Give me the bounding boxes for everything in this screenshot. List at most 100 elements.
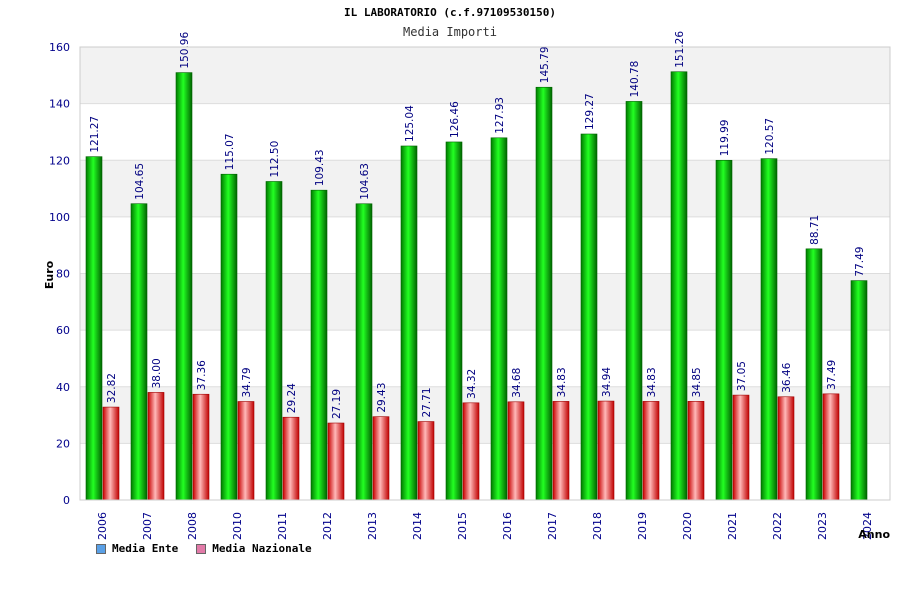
- y-axis-title: Euro: [43, 260, 56, 289]
- bar-media-nazionale: [192, 393, 210, 501]
- bar-media-nazionale: [552, 401, 570, 501]
- y-tick-label: 60: [56, 324, 70, 337]
- y-tick-label: 100: [49, 211, 70, 224]
- y-tick-label: 40: [56, 381, 70, 394]
- bar-media-ente: [715, 159, 733, 501]
- bar-media-ente: [175, 72, 193, 501]
- data-label-media-ente: 129.27: [584, 93, 596, 130]
- x-axis-title: Anno: [858, 528, 890, 541]
- data-label-media-nazionale: 29.43: [376, 383, 388, 413]
- bar-media-nazionale: [777, 396, 795, 501]
- x-tick-label: 2013: [366, 512, 379, 540]
- chart-subtitle: Media Importi: [403, 25, 497, 39]
- data-label-media-nazionale: 34.85: [691, 367, 703, 397]
- data-label-media-nazionale: 27.19: [331, 389, 343, 419]
- legend: Media Ente Media Nazionale: [96, 542, 312, 555]
- data-label-media-nazionale: 34.83: [646, 367, 658, 397]
- x-tick-label: 2007: [141, 512, 154, 540]
- x-tick-label: 2015: [456, 512, 469, 540]
- data-label-media-ente: 151.26: [674, 31, 686, 68]
- data-label-media-nazionale: 27.71: [421, 387, 433, 417]
- data-label-media-ente: 121.27: [89, 116, 101, 153]
- legend-label-media-nazionale: Media Nazionale: [212, 542, 312, 555]
- bar-media-nazionale: [507, 401, 525, 501]
- data-label-media-ente: 140.78: [629, 61, 641, 98]
- x-tick-label: 2011: [276, 512, 289, 540]
- data-label-media-nazionale: 37.05: [736, 361, 748, 391]
- bar-media-nazionale: [417, 421, 435, 501]
- bar-media-nazionale: [687, 401, 705, 501]
- data-label-media-ente: 145.79: [539, 46, 551, 83]
- bar-media-ente: [445, 141, 463, 501]
- y-tick-label: 140: [49, 98, 70, 111]
- grid-band: [80, 47, 890, 104]
- data-label-media-ente: 88.71: [809, 215, 821, 245]
- legend-item-media-ente: Media Ente: [96, 542, 178, 555]
- data-label-media-nazionale: 34.32: [466, 369, 478, 399]
- x-tick-label: 2016: [501, 512, 514, 540]
- x-tick-label: 2010: [231, 512, 244, 540]
- x-tick-label: 2023: [816, 512, 829, 540]
- x-tick-label: 2017: [546, 512, 559, 540]
- data-label-media-nazionale: 34.94: [601, 367, 613, 397]
- data-label-media-nazionale: 32.82: [106, 373, 118, 403]
- data-label-media-nazionale: 37.49: [826, 360, 838, 390]
- bar-media-nazionale: [102, 406, 120, 501]
- x-tick-label: 2024: [861, 512, 874, 540]
- bar-media-nazionale: [327, 422, 345, 501]
- bar-media-ente: [490, 137, 508, 501]
- bar-media-nazionale: [147, 392, 165, 501]
- data-label-media-ente: 125.04: [404, 105, 416, 142]
- data-label-media-nazionale: 34.68: [511, 368, 523, 398]
- data-label-media-ente: 120.57: [764, 118, 776, 155]
- y-tick-label: 20: [56, 437, 70, 450]
- grid-band: [80, 386, 890, 444]
- bar-media-nazionale: [237, 401, 255, 501]
- bar-media-ente: [355, 203, 373, 501]
- legend-item-media-nazionale: Media Nazionale: [196, 542, 312, 555]
- data-label-media-ente: 127.93: [494, 97, 506, 134]
- data-label-media-ente: 104.63: [359, 163, 371, 200]
- bar-media-nazionale: [642, 401, 660, 501]
- bar-media-ente: [670, 71, 688, 501]
- grid-band: [80, 273, 890, 331]
- x-tick-label: 2022: [771, 512, 784, 540]
- y-tick-label: 80: [56, 268, 70, 281]
- y-tick-label: 120: [49, 154, 70, 167]
- data-label-media-nazionale: 29.24: [286, 383, 298, 413]
- bar-media-ente: [625, 101, 643, 501]
- bar-media-ente: [400, 145, 418, 501]
- data-label-media-ente: 112.50: [269, 141, 281, 178]
- y-tick-label: 160: [49, 41, 70, 54]
- bar-media-nazionale: [597, 400, 615, 501]
- bar-media-nazionale: [372, 416, 390, 501]
- bar-media-ente: [850, 280, 868, 501]
- data-label-media-ente: 150.96: [179, 32, 191, 69]
- legend-swatch-media-nazionale: [196, 543, 207, 554]
- bar-media-ente: [130, 203, 148, 501]
- x-tick-label: 2021: [726, 512, 739, 540]
- bar-media-ente: [535, 86, 553, 501]
- bar-media-nazionale: [462, 402, 480, 501]
- bar-media-nazionale: [822, 393, 840, 501]
- plot-border: [79, 46, 891, 501]
- bar-media-ente: [805, 248, 823, 501]
- bar-media-nazionale: [732, 394, 750, 501]
- data-label-media-ente: 115.07: [224, 133, 236, 170]
- bar-media-ente: [580, 133, 598, 501]
- data-label-media-ente: 104.65: [134, 163, 146, 200]
- bar-media-ente: [220, 173, 238, 501]
- bar-media-ente: [85, 156, 103, 501]
- x-tick-label: 2018: [591, 512, 604, 540]
- y-tick-label: 0: [63, 494, 70, 507]
- data-label-media-nazionale: 34.79: [241, 367, 253, 397]
- x-tick-label: 2014: [411, 512, 424, 540]
- data-label-media-nazionale: 37.36: [196, 360, 208, 390]
- data-label-media-nazionale: 34.83: [556, 367, 568, 397]
- x-tick-label: 2020: [681, 512, 694, 540]
- data-label-media-ente: 126.46: [449, 101, 461, 138]
- grid-band: [80, 160, 890, 217]
- bar-media-ente: [265, 181, 283, 501]
